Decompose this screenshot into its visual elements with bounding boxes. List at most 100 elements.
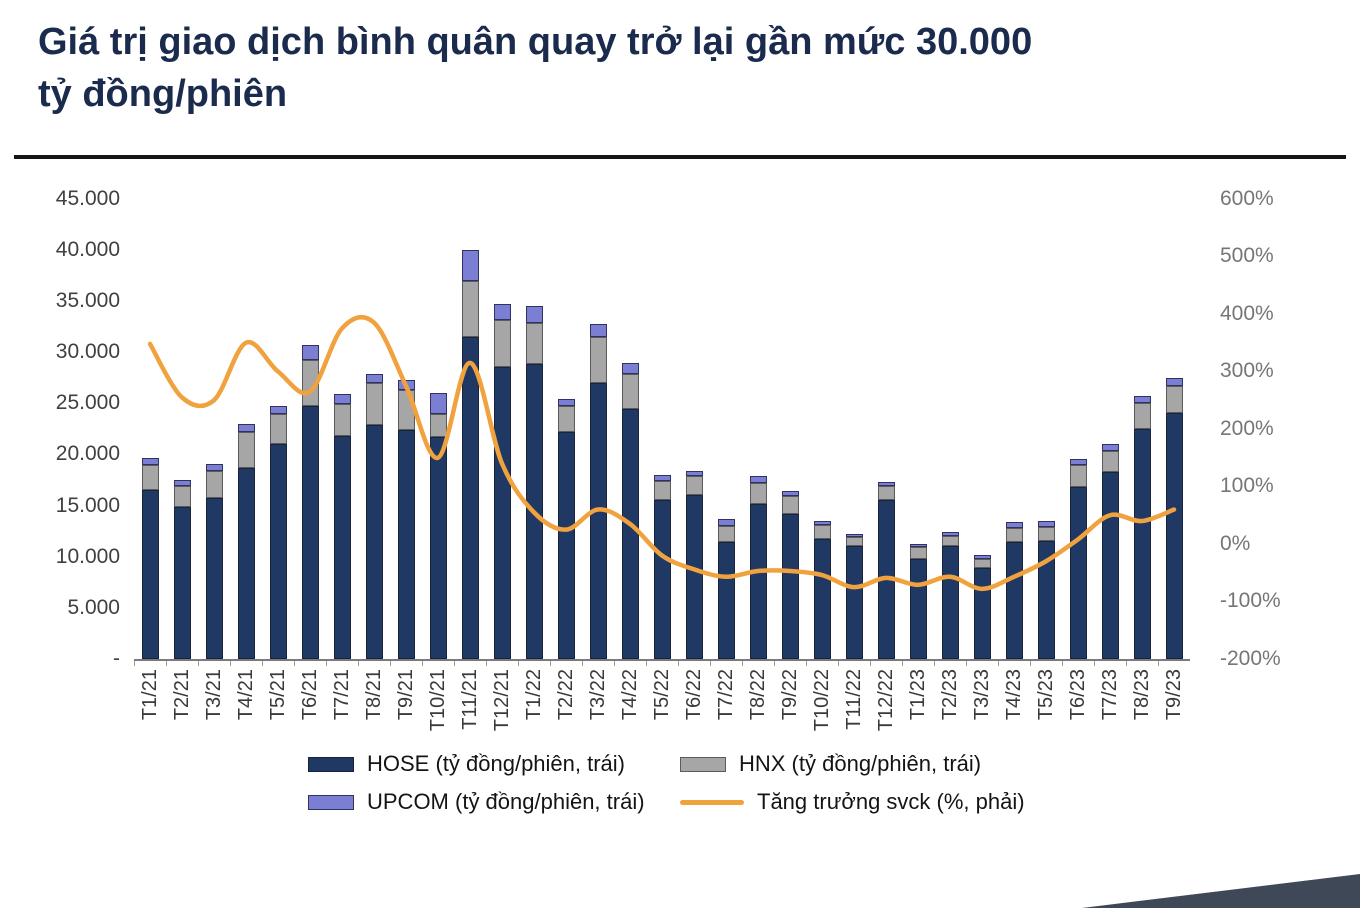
x-tick-label: T2/21	[170, 668, 193, 721]
bar-segment-hose	[973, 567, 991, 659]
bar-segment-hnx	[365, 382, 383, 425]
bar-segment-hnx	[781, 496, 799, 514]
x-tick-label: T6/23	[1066, 668, 1089, 721]
bar-column	[262, 199, 294, 659]
bar-segment-hose	[653, 500, 671, 659]
legend-label-hnx: HNX (tỷ đồng/phiên, trái)	[739, 751, 982, 777]
bar-segment-upcom	[269, 406, 287, 414]
x-label-slot: T12/21	[486, 669, 518, 731]
bar-column	[838, 199, 870, 659]
y-axis-left-tick-label: 35.000	[55, 289, 120, 313]
bar-segment-upcom	[525, 306, 543, 323]
bar-column	[230, 199, 262, 659]
bar-segment-hose	[749, 503, 767, 659]
legend-swatch-upcom	[308, 794, 354, 810]
legend-item-growth: Tăng trưởng svck (%, phải)	[680, 789, 1052, 815]
stacked-bar	[813, 521, 831, 659]
bar-column	[934, 199, 966, 659]
stacked-bar	[493, 304, 511, 659]
stacked-bar	[1069, 458, 1087, 659]
x-label-slot: T10/21	[422, 669, 454, 731]
stacked-bar	[941, 531, 959, 659]
bar-segment-hnx	[941, 535, 959, 547]
stacked-bar	[621, 363, 639, 659]
bar-segment-hnx	[525, 322, 543, 365]
bar-column	[390, 199, 422, 659]
y-axis-left-tick-label: 15.000	[55, 493, 120, 517]
stacked-bar	[1101, 444, 1119, 659]
bar-segment-hnx	[237, 432, 255, 468]
bar-segment-hose	[429, 437, 447, 659]
bar-segment-hose	[845, 546, 863, 659]
x-label-slot: T4/21	[230, 669, 262, 731]
y-axis-right-tick-label: 300%	[1220, 359, 1274, 383]
stacked-bar	[653, 475, 671, 659]
plot-area	[134, 199, 1190, 661]
stacked-bar	[173, 480, 191, 659]
chart: 45.000 40.000 35.000 30.000 25.000 20.000 15.0…	[0, 187, 1360, 731]
x-axis-labels: T1/21 T2/21 T3/21 T4/21 T5/21 T6/21 T7/21 T8/21…	[134, 669, 1190, 731]
bar-segment-hnx	[717, 525, 735, 542]
bar-segment-hose	[1037, 540, 1055, 659]
x-tick-label: T9/21	[394, 668, 417, 721]
y-axis-left-tick-label: 40.000	[55, 237, 120, 261]
x-tick-label: T10/22	[810, 668, 833, 732]
bar-column	[1062, 199, 1094, 659]
bar-segment-upcom	[461, 250, 479, 281]
y-axis-left-tick-label: 10.000	[55, 544, 120, 568]
bar-segment-hose	[877, 500, 895, 659]
bar-column	[326, 199, 358, 659]
stacked-bar	[301, 345, 319, 659]
bar-segment-hnx	[397, 390, 415, 430]
bar-segment-hose	[365, 424, 383, 659]
x-label-slot: T3/21	[198, 669, 230, 731]
bar-segment-hose	[1069, 486, 1087, 659]
x-tick-label: T3/21	[202, 668, 225, 721]
x-tick-label: T4/21	[234, 668, 257, 721]
x-label-slot: T8/22	[742, 669, 774, 731]
bar-column	[742, 199, 774, 659]
x-tick-label: T9/23	[1162, 668, 1185, 721]
bar-segment-upcom	[333, 394, 351, 405]
bar-column	[870, 199, 902, 659]
y-axis-right-tick-label: 500%	[1220, 244, 1274, 268]
x-label-slot: T9/23	[1158, 669, 1190, 731]
legend-item-hnx: HNX (tỷ đồng/phiên, trái)	[680, 751, 1052, 777]
bar-segment-hose	[781, 513, 799, 659]
x-tick-label: T7/23	[1098, 668, 1121, 721]
bar-segment-hnx	[1005, 527, 1023, 542]
bar-segment-upcom	[1101, 444, 1119, 452]
bar-segment-hnx	[205, 470, 223, 499]
bar-segment-hnx	[685, 476, 703, 496]
bar-segment-hnx	[877, 485, 895, 501]
x-label-slot: T11/22	[838, 669, 870, 731]
bar-segment-hnx	[1101, 451, 1119, 473]
stacked-bar	[141, 457, 159, 659]
bar-column	[422, 199, 454, 659]
bar-segment-upcom	[365, 373, 383, 383]
bar-column	[1030, 199, 1062, 659]
bar-segment-hose	[1101, 472, 1119, 659]
x-tick-label: T8/22	[746, 668, 769, 721]
x-label-slot: T9/21	[390, 669, 422, 731]
bar-column	[614, 199, 646, 659]
x-tick-label: T4/23	[1002, 668, 1025, 721]
bar-segment-upcom	[1133, 396, 1151, 404]
stacked-bar	[525, 306, 543, 659]
bar-segment-hnx	[333, 404, 351, 437]
bar-segment-hose	[173, 506, 191, 659]
bar-segment-hose	[237, 467, 255, 659]
y-axis-right-tick-label: 100%	[1220, 474, 1274, 498]
bar-segment-hnx	[301, 360, 319, 407]
bar-segment-hose	[269, 444, 287, 659]
stacked-bar	[877, 481, 895, 659]
stacked-bar	[1037, 521, 1055, 659]
bar-column	[518, 199, 550, 659]
bar-segment-hnx	[557, 405, 575, 432]
x-tick-label: T5/22	[650, 668, 673, 721]
y-axis-right-tick-label: 600%	[1220, 186, 1274, 210]
x-tick-label: T12/22	[874, 668, 897, 732]
bar-segment-upcom	[397, 379, 415, 391]
bar-column	[998, 199, 1030, 659]
bar-segment-hose	[141, 490, 159, 659]
